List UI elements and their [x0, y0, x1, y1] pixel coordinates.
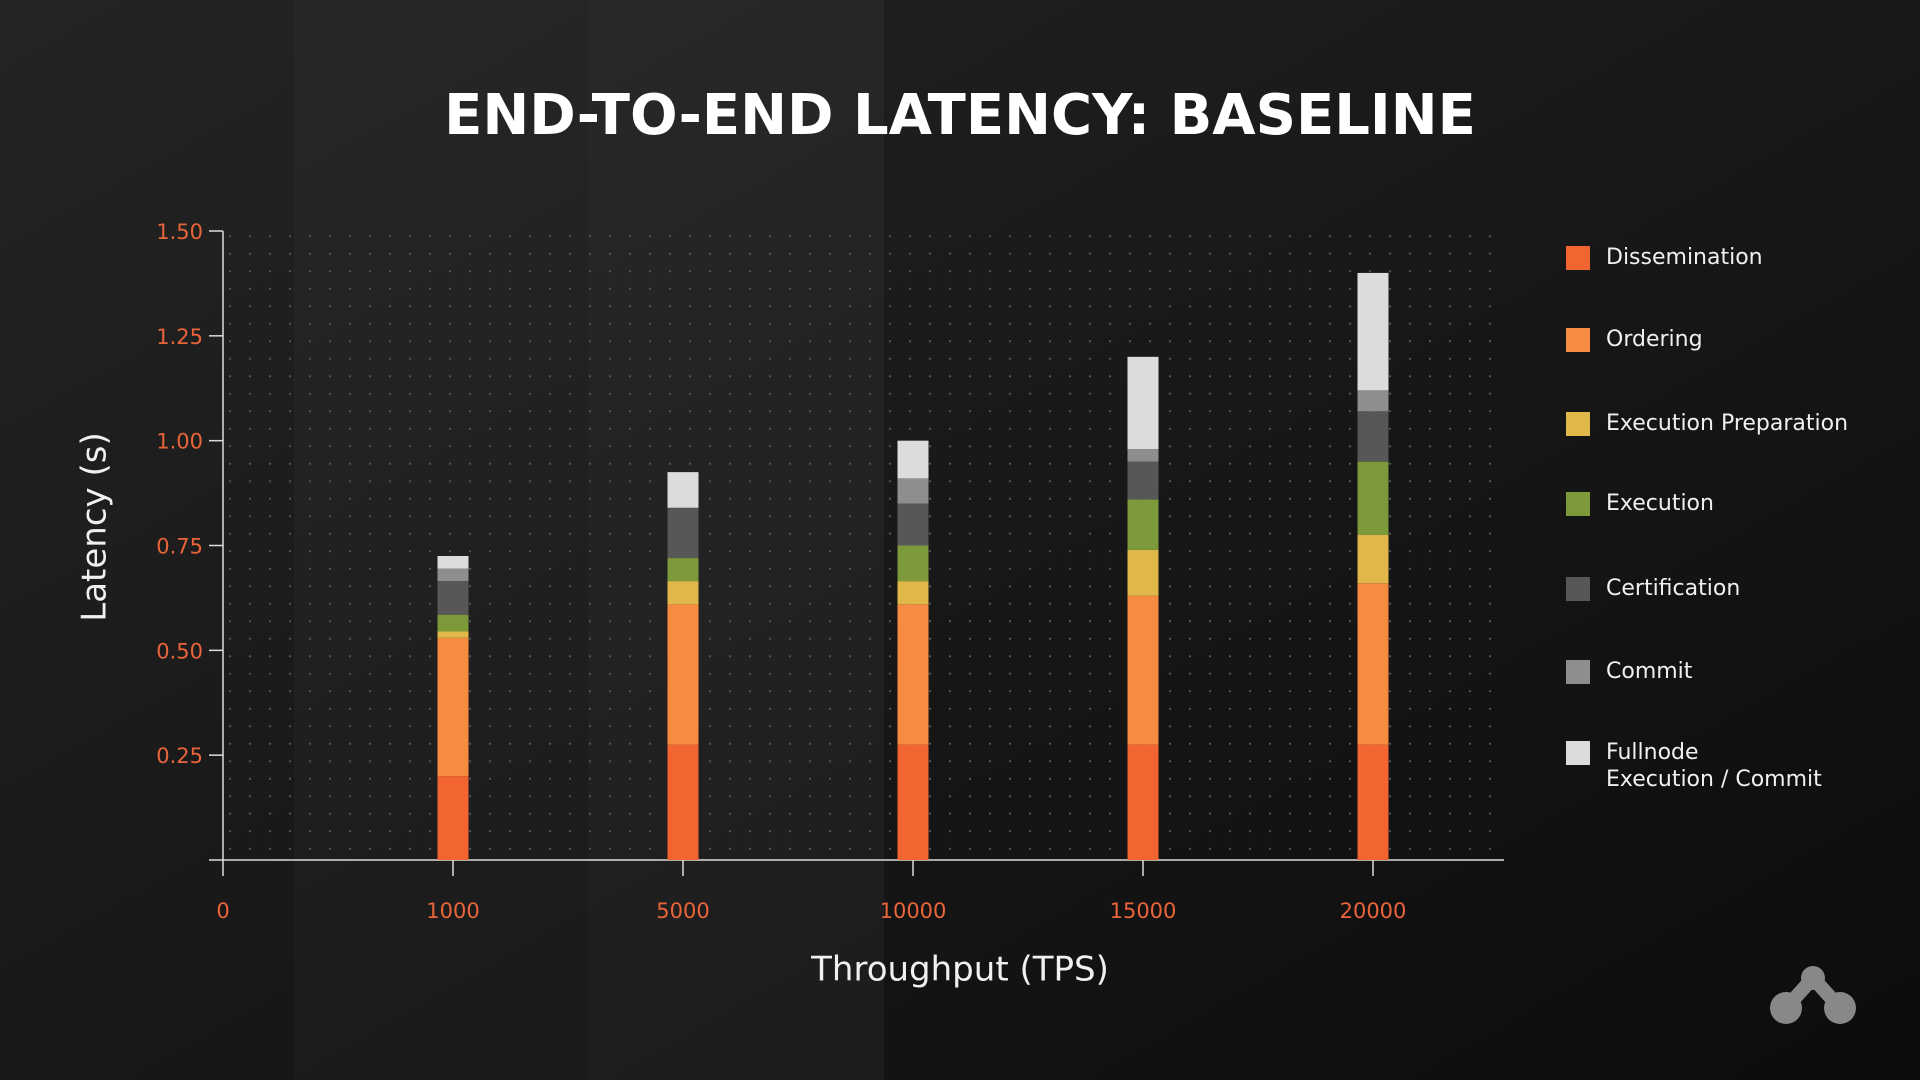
legend-swatch	[1566, 577, 1590, 601]
y-axis-label: Latency (s)	[75, 432, 115, 621]
legend-swatch	[1566, 660, 1590, 684]
legend-swatch	[1566, 741, 1590, 765]
x-tick-label: 15000	[1110, 899, 1177, 923]
x-tick-label: 20000	[1340, 899, 1407, 923]
bar-segment	[897, 503, 929, 546]
y-tick-label: 1.00	[156, 430, 203, 454]
legend-label: Execution Preparation	[1606, 411, 1848, 436]
legend-swatch	[1566, 328, 1590, 352]
y-tick-label: 0.50	[156, 639, 203, 663]
bar-segment	[1127, 461, 1159, 500]
bar-segment	[897, 744, 929, 860]
legend-label: Fullnode Execution / Commit	[1606, 740, 1822, 792]
x-axis-label: Throughput (TPS)	[810, 950, 1109, 990]
bar-segment	[897, 440, 929, 479]
bar-segment	[667, 604, 699, 745]
bar-segment	[437, 776, 469, 860]
bar-segment	[437, 637, 469, 777]
legend-swatch	[1566, 492, 1590, 516]
x-tick-label: 1000	[426, 899, 479, 923]
x-tick-label: 5000	[656, 899, 709, 923]
bar-segment	[437, 631, 469, 638]
bar-segment	[1357, 461, 1389, 536]
bar-segment	[1357, 535, 1389, 584]
bar-segment	[1357, 411, 1389, 462]
bar-segment	[437, 568, 469, 582]
y-tick-label: 1.50	[156, 220, 203, 244]
legend-swatch	[1566, 412, 1590, 436]
y-tick-label: 0.75	[156, 535, 203, 559]
legend-label-line: Fullnode	[1606, 740, 1699, 765]
y-tick-label: 1.25	[156, 325, 203, 349]
y-tick-label: 0.25	[156, 744, 203, 768]
bar-segment	[1127, 356, 1159, 450]
x-tick-label: 0	[216, 899, 229, 923]
legend-label-line: Execution / Commit	[1606, 767, 1822, 792]
bar-segment	[1127, 499, 1159, 550]
bar-segment	[667, 558, 699, 582]
bar-segment	[1357, 272, 1389, 391]
bar-segment	[667, 472, 699, 508]
bar-segment	[1357, 744, 1389, 860]
legend-label: Certification	[1606, 576, 1740, 601]
bar-segment	[897, 604, 929, 745]
chart-title: END-TO-END LATENCY: BASELINE	[444, 83, 1476, 148]
bar-segment	[897, 478, 929, 504]
bar-segment	[1127, 449, 1159, 462]
bar-segment	[1127, 744, 1159, 860]
legend-label: Execution	[1606, 491, 1714, 516]
bar-segment	[437, 555, 469, 569]
bar-segment	[1357, 583, 1389, 745]
bar-segment	[437, 581, 469, 615]
grid-dots	[225, 231, 1504, 860]
legend-label: Ordering	[1606, 327, 1703, 352]
bar-segment	[897, 581, 929, 605]
legend-swatch	[1566, 246, 1590, 270]
legend-label: Dissemination	[1606, 245, 1763, 270]
bar-segment	[437, 614, 469, 632]
bar-segment	[667, 581, 699, 605]
bar-segment	[897, 545, 929, 582]
bar-segment	[1127, 595, 1159, 745]
bar-segment	[667, 744, 699, 860]
x-tick-label: 10000	[880, 899, 947, 923]
bar-segment	[1127, 549, 1159, 596]
logo	[1770, 966, 1856, 1024]
legend-label: Commit	[1606, 659, 1693, 684]
bar-segment	[667, 507, 699, 559]
bar-segment	[1357, 390, 1389, 412]
